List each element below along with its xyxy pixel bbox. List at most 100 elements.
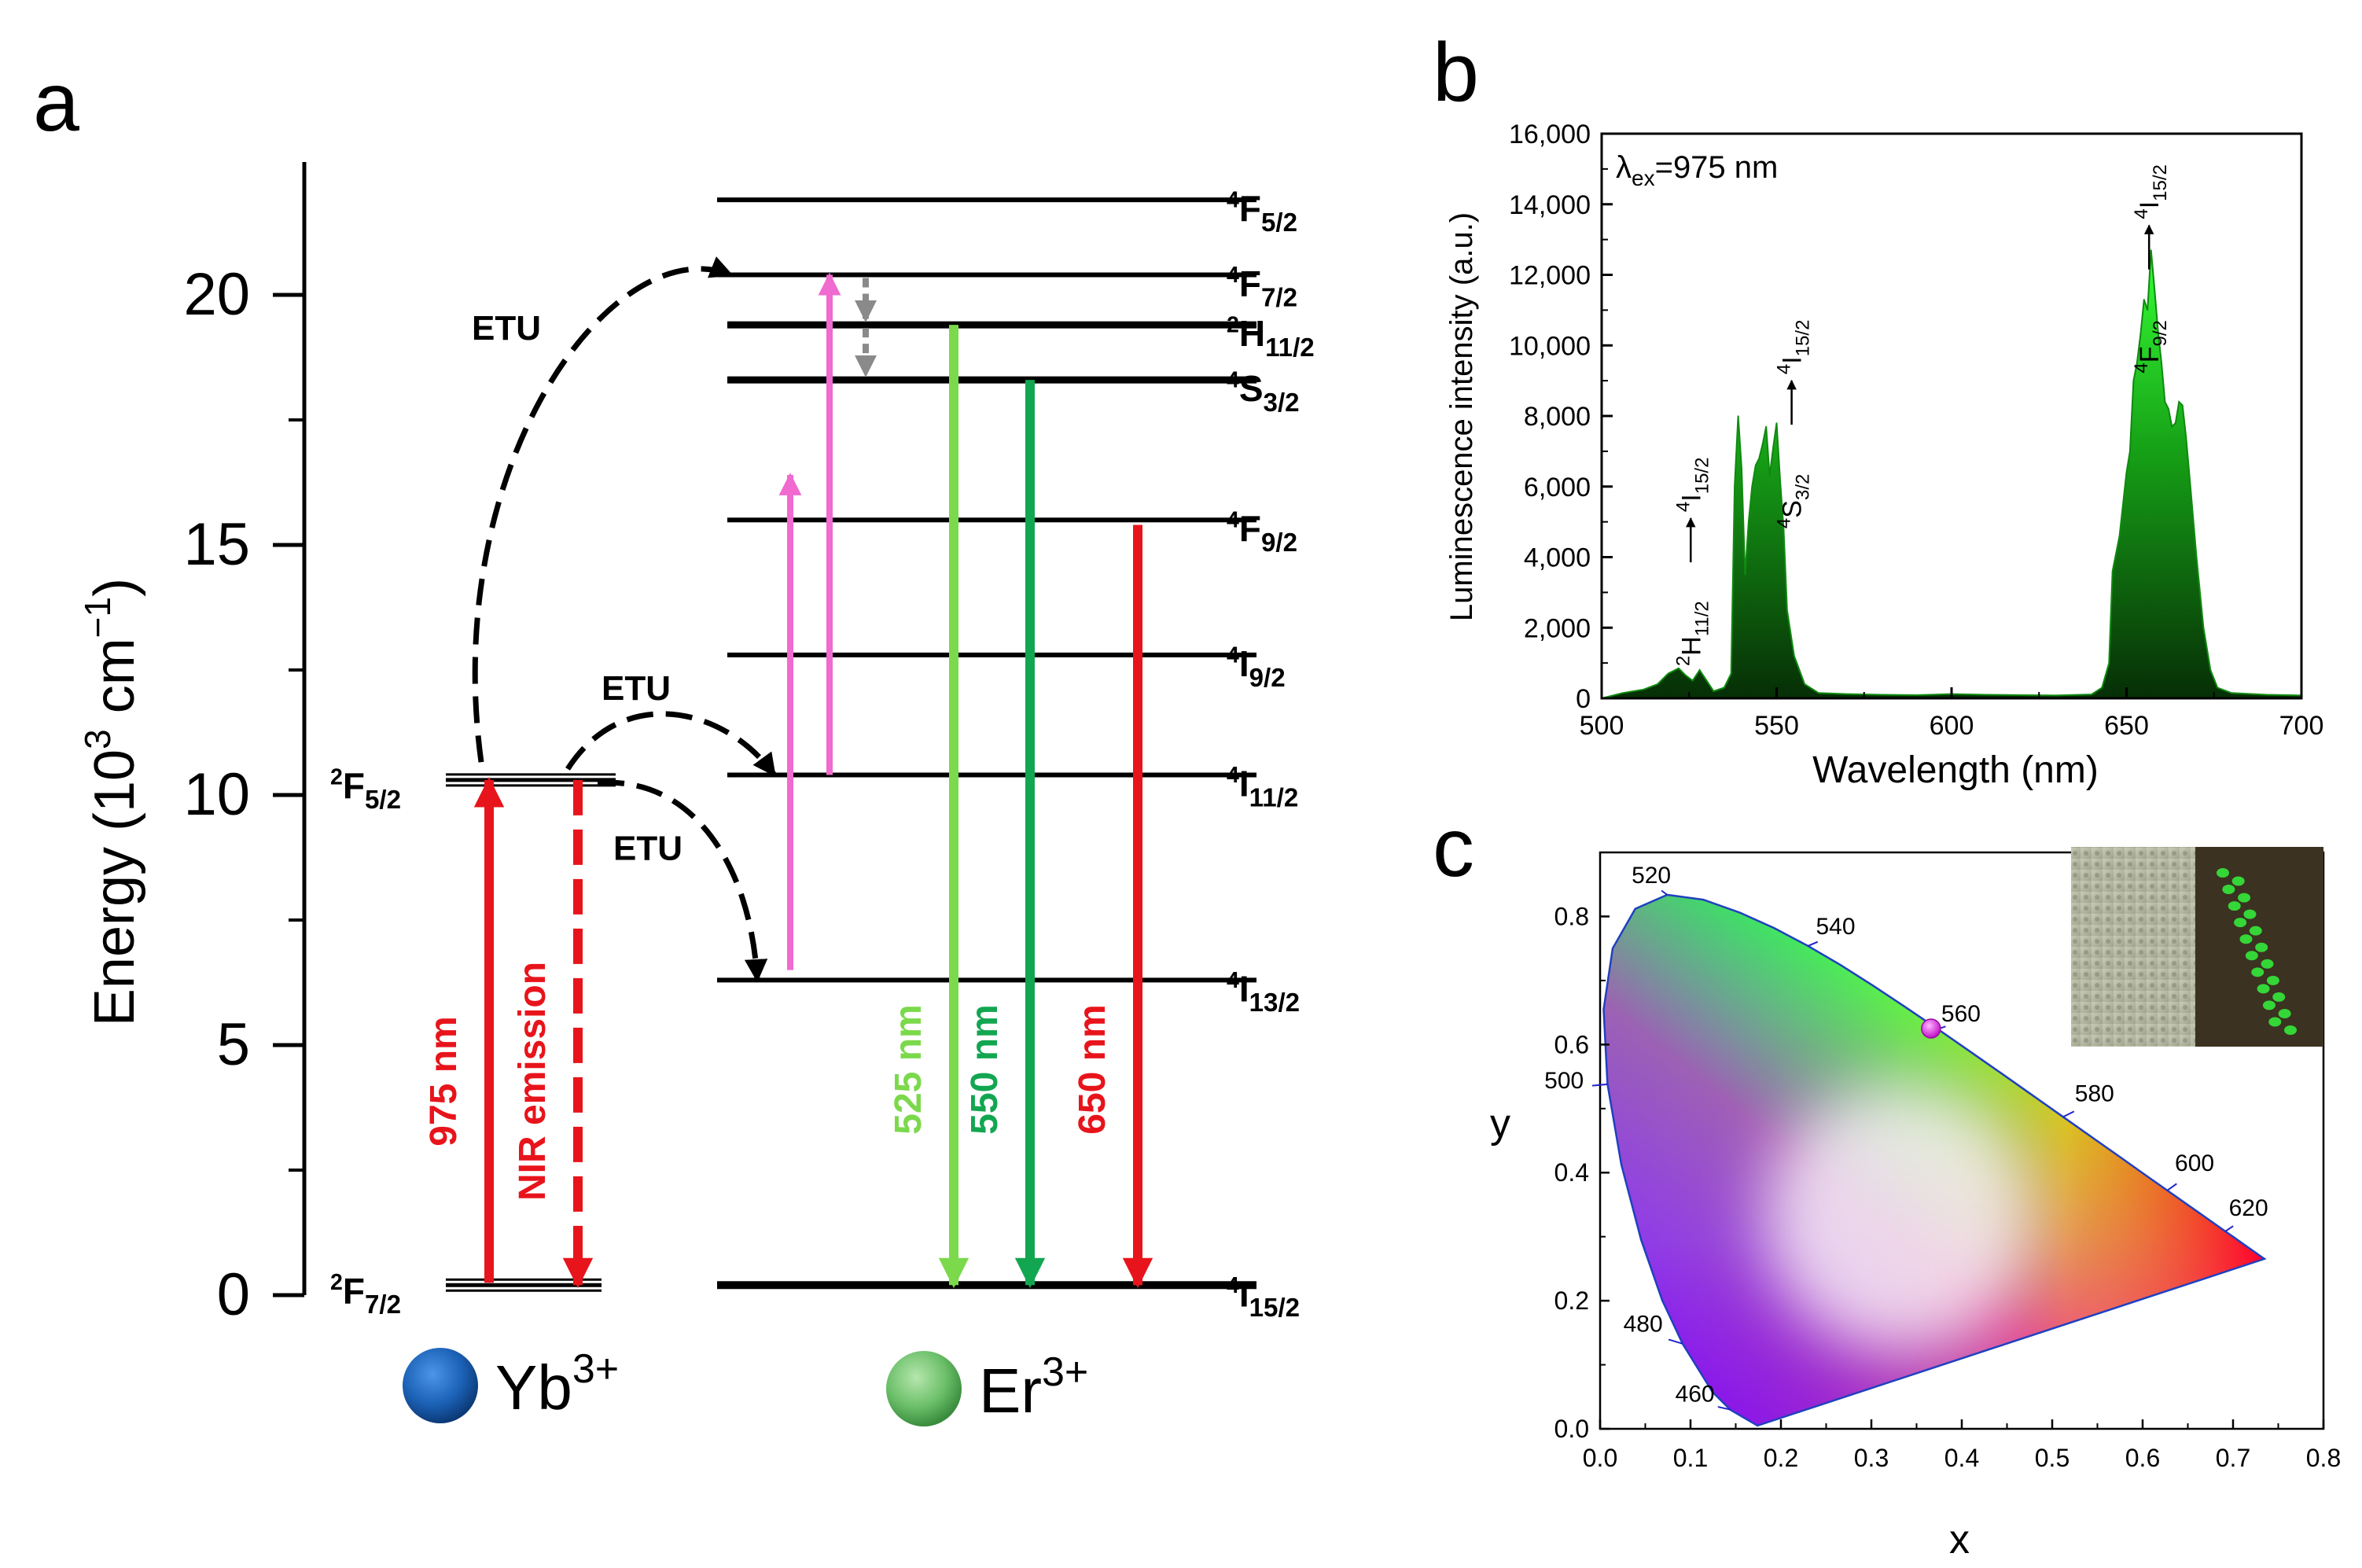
spectrum-point	[1758, 458, 1760, 459]
annotation-lower-base: S	[1778, 500, 1808, 518]
yb-levels: 2 F5/2 2F7/2	[330, 764, 616, 1320]
yb-level-label-0-base: F	[343, 765, 365, 806]
er-level-label-5-base: I	[1239, 643, 1249, 684]
spectrum-point	[2139, 333, 2142, 336]
spectrum-point	[1768, 475, 1771, 477]
spectrum-point	[1786, 609, 1788, 611]
y-tick-label-2: 4,000	[1524, 543, 1591, 573]
spectrum-point	[1751, 485, 1753, 488]
er-level-label-6-sub: 11/2	[1249, 783, 1299, 812]
spectral-locus	[1602, 893, 2267, 1427]
x-tick-label-2: 600	[1930, 711, 1974, 741]
annotation-lower-sup: 2	[1672, 656, 1694, 666]
y-tick-label-6: 12,000	[1509, 261, 1591, 291]
wavelength-tick-600	[2166, 1183, 2177, 1191]
yb-level-label-1-sub: 7/2	[365, 1290, 401, 1320]
energy-tick-label-4: 20	[183, 261, 250, 328]
er-level-label-0-sup: 4	[1227, 188, 1239, 213]
panel-label-c: c	[1433, 801, 1474, 894]
y-tick-label-1: 2,000	[1524, 613, 1591, 643]
er-level-label-7-sub: 13/2	[1249, 988, 1300, 1018]
spectrum-point	[2195, 556, 2198, 558]
wavelength-label-500: 500	[1544, 1068, 1584, 1094]
cie-y-tick-label-2: 0.4	[1554, 1158, 1589, 1187]
annotation-lower-sub: 11/2	[1691, 601, 1713, 636]
energy-tick-label-0: 0	[217, 1261, 250, 1328]
wavelength-label-620: 620	[2229, 1195, 2268, 1221]
spectrum-point	[2055, 694, 2058, 697]
annotation-lower-sup: 4	[2131, 363, 2152, 373]
glow-dot	[2251, 967, 2265, 977]
glow-dot	[2217, 868, 2229, 878]
wavelength-label-600: 600	[2175, 1150, 2214, 1176]
er-level-label-5: 4I9/2	[1227, 642, 1286, 692]
spectrum-point	[1705, 679, 1708, 682]
wavelength-label-540: 540	[1816, 914, 1855, 940]
er-level-label-2: 2H11/2	[1227, 313, 1315, 363]
fabric-photo	[2071, 847, 2195, 1047]
spectrum-point	[2175, 422, 2176, 424]
annotation-lower-1: 4S3/2	[1774, 474, 1814, 528]
spectrum-point	[1713, 690, 1715, 692]
spectrum-point	[1748, 521, 1749, 523]
x-tick-label-0: 500	[1580, 711, 1624, 741]
er-level-label-0: 4F5/2	[1227, 188, 1297, 237]
annotation-lower-sub: 9/2	[2150, 320, 2171, 346]
inset-photos	[2071, 847, 2323, 1047]
green-glow	[2217, 868, 2297, 1035]
annotation-lower-base: F	[2135, 346, 2165, 363]
ion-symbol: Er	[979, 1356, 1042, 1426]
etu-label-1: ETU	[602, 669, 671, 708]
spectrum-point	[2168, 408, 2169, 410]
spectrum-point	[1765, 425, 1767, 428]
annotation-upper-sub: 15/2	[2150, 164, 2171, 201]
glow-dot	[2262, 1000, 2276, 1010]
energy-axis-title: Energy (103 cm−1)	[77, 578, 146, 1026]
spectrum-point	[2171, 425, 2173, 428]
yb-level-label-0-sub: 5/2	[365, 786, 401, 815]
er-ion-label: Er3+	[979, 1349, 1088, 1426]
cie-frame: 0.0 0.1 0.2 0.3 0.4 0.5 0.6 0.7 0.8 0.0 0.2 0.4 0.6 0…	[1554, 851, 2341, 1472]
spectrum-point	[1741, 468, 1742, 470]
spectrum-point	[1691, 679, 1694, 682]
er-level-label-5-sub: 9/2	[1249, 664, 1286, 693]
spectrum-point	[2178, 401, 2180, 403]
spectrum-point	[1657, 683, 1658, 685]
annotation-lower-sup: 4	[1774, 518, 1795, 528]
cie-x-tick-label-0: 0.0	[1583, 1444, 1617, 1472]
er-level-label-3-base: S	[1239, 368, 1264, 409]
spectrum-point	[1744, 574, 1746, 576]
glow-dot	[2257, 984, 2270, 994]
energy-tick-label-1: 5	[217, 1011, 250, 1078]
energy-axis: 0 5 10 15 20	[183, 162, 307, 1328]
spectrum-point	[1667, 672, 1669, 675]
spectrum-point	[2154, 288, 2155, 290]
glow-dot	[2245, 951, 2258, 961]
wavelength-label-520: 520	[1632, 863, 1671, 889]
er-level-label-2-base: H	[1239, 313, 1265, 354]
wavelength-tick-460	[1717, 1406, 1731, 1411]
spectrum-point	[2164, 401, 2166, 403]
er-levels: 4F5/24F7/22H11/24S3/24F9/24I9/24I11/24I1…	[717, 188, 1315, 1323]
er-level-label-4-sup: 4	[1227, 508, 1239, 533]
glow-dot	[2284, 1025, 2297, 1035]
transition-annotation-0: 2H11/2 4I15/2	[1672, 458, 1713, 667]
cie-y-tick-label-4: 0.8	[1554, 902, 1589, 930]
spectrum-point	[1723, 686, 1725, 689]
spectrum-point	[2181, 404, 2184, 407]
spectrum-point	[2021, 694, 2022, 696]
y-tick-label-0: 0	[1576, 684, 1591, 714]
spectrum-point	[2209, 669, 2212, 671]
yb-level-label-1: 2F7/2	[330, 1270, 401, 1320]
yb-level-label-1-sup: 2	[330, 1270, 343, 1295]
spectrum-point	[2265, 694, 2268, 696]
etu-arrow-0	[472, 256, 734, 763]
transitions: 975 nm NIR emission 525 nm 550 nm 650 nm ETU E…	[423, 256, 1153, 1289]
spectrum-point	[2217, 686, 2218, 689]
glow-dot	[2255, 942, 2268, 952]
cie-wavelength-labels: 460 480 500 520 540 560 580 600 620	[1544, 863, 2268, 1411]
energy-axis-title-post: )	[83, 578, 146, 597]
glow-dot	[2234, 918, 2247, 928]
cie-x-tick-label-5: 0.5	[2035, 1444, 2070, 1472]
